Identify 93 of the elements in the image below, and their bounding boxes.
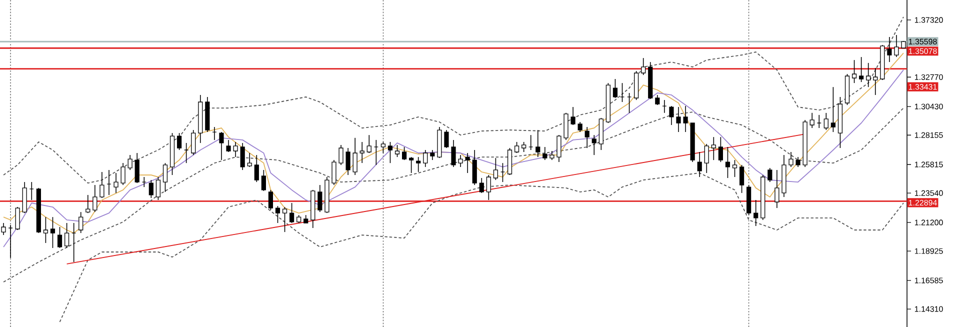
candlestick [887,36,892,62]
candlestick [556,134,562,162]
candlestick [402,146,407,160]
candlestick [796,156,800,168]
candlestick [507,148,512,176]
candlestick [360,142,364,164]
candlestick [134,152,140,184]
candlestick [43,216,48,244]
candlestick [226,140,231,152]
candlestick [754,200,758,226]
candlestick [676,106,681,132]
candlestick [268,190,273,210]
candlestick [866,62,871,88]
candlestick [669,106,674,126]
candlestick [824,112,828,130]
candlestick [655,94,660,106]
candlestick [416,156,421,172]
candlestick [732,160,738,178]
candlestick [514,142,520,154]
candlestick [578,122,582,132]
candlestick [641,58,646,76]
candlestick [774,170,780,208]
candlestick [233,142,238,158]
candlestick [542,146,548,160]
line-series [3,70,904,248]
candlestick [564,112,568,140]
candlestick [711,136,716,160]
candlestick [388,142,393,164]
candlestick [592,134,596,156]
candlestick [352,138,358,176]
candlestick [261,170,266,192]
candlestick [1,222,6,236]
candlestick [120,162,126,186]
candlestick [128,154,132,170]
candlestick [240,142,245,170]
candlestick [114,172,118,194]
candlestick [810,112,814,128]
candlestick [486,174,491,200]
candlestick [380,142,386,154]
candlestick [409,156,414,174]
candlestick [162,162,168,192]
candlestick [873,68,878,96]
candlestick [332,160,336,186]
candlestick [254,154,259,182]
candlestick [472,150,477,186]
candlestick [282,206,288,232]
candlestick [493,158,498,180]
candlestick [78,212,84,234]
candlestick [522,142,526,152]
candlestick [423,150,428,168]
candlestick [318,184,322,212]
candlestick [338,144,344,166]
candlestick [852,60,857,84]
candlestick [830,86,836,132]
candlestick [704,144,709,174]
candlestick [176,132,182,150]
candlestick [451,140,456,168]
candlestick [859,56,864,82]
candlestick [465,152,470,174]
candlestick [289,202,294,224]
candlestick [683,106,688,132]
candlestick [247,152,252,168]
candlestick [15,206,20,230]
candlestick [64,222,70,248]
candlestick [768,168,772,182]
candlestick [536,130,540,158]
candlestick [394,144,400,158]
candlestick [148,180,154,198]
candlestick [100,172,104,198]
candlestick [92,184,98,212]
candlestick [191,130,196,156]
candlestick [275,206,280,224]
candlestick [458,154,463,168]
candlestick [739,164,744,194]
candlestick [86,194,90,214]
candlestick [550,150,554,160]
candlestick [718,136,723,162]
candlestick [697,152,702,178]
candlestick [584,126,590,148]
candlestick [570,106,576,126]
candlestick [612,78,618,98]
candlestick [430,150,435,160]
candlestick [346,148,350,176]
candlestick [57,226,62,248]
candlestick [444,130,449,148]
candlestick [50,216,56,248]
candlestick [725,146,730,178]
candlestick [156,176,160,200]
candlestick [479,178,484,194]
candlestick [894,34,899,58]
candlestick [788,152,794,168]
candlestick [366,134,372,154]
candlestick [219,132,224,160]
